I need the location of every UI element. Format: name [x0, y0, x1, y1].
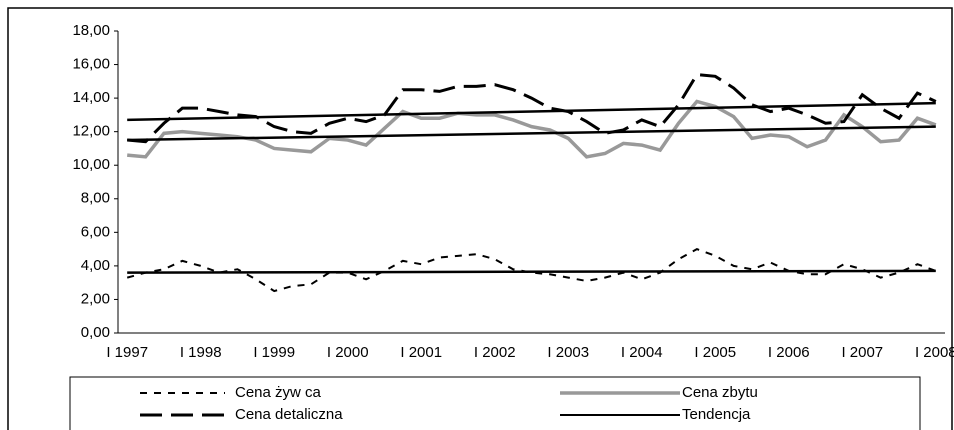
x-tick-label: I 2004 [621, 344, 663, 361]
series-line [127, 73, 937, 144]
trend-line [127, 125, 936, 142]
y-tick-label: 16,00 [72, 56, 110, 73]
x-tick-label: I 2006 [768, 344, 810, 361]
y-tick-label: 4,00 [81, 257, 110, 274]
y-tick-label: 18,00 [72, 22, 110, 39]
x-tick-label: I 2007 [841, 344, 883, 361]
x-tick-label: I 1998 [180, 344, 222, 361]
x-tick-label: I 1997 [106, 344, 148, 361]
legend-label: Cena zbytu [682, 384, 758, 401]
x-tick-label: I 2008 [915, 344, 954, 361]
x-tick-label: I 1999 [253, 344, 295, 361]
x-tick-label: I 2001 [400, 344, 442, 361]
x-tick-label: I 2000 [327, 344, 369, 361]
legend-label: Tendencja [682, 406, 751, 423]
x-tick-label: I 2002 [474, 344, 516, 361]
series-line [127, 99, 937, 159]
trend-line [127, 101, 936, 122]
y-tick-label: 6,00 [81, 223, 110, 240]
legend-box [69, 376, 921, 430]
trend-line [127, 269, 936, 274]
series-line [126, 248, 937, 293]
chart-border [7, 7, 953, 430]
legend-label: Cena żyw ca [235, 384, 322, 401]
y-tick-label: 10,00 [72, 156, 110, 173]
y-tick-label: 12,00 [72, 123, 110, 140]
x-tick-label: I 2003 [547, 344, 589, 361]
y-tick-label: 2,00 [81, 290, 110, 307]
x-tick-label: I 2005 [694, 344, 736, 361]
legend-label: Cena detaliczna [235, 406, 343, 423]
y-tick-label: 8,00 [81, 190, 110, 207]
y-tick-label: 0,00 [81, 324, 110, 341]
y-tick-label: 14,00 [72, 89, 110, 106]
